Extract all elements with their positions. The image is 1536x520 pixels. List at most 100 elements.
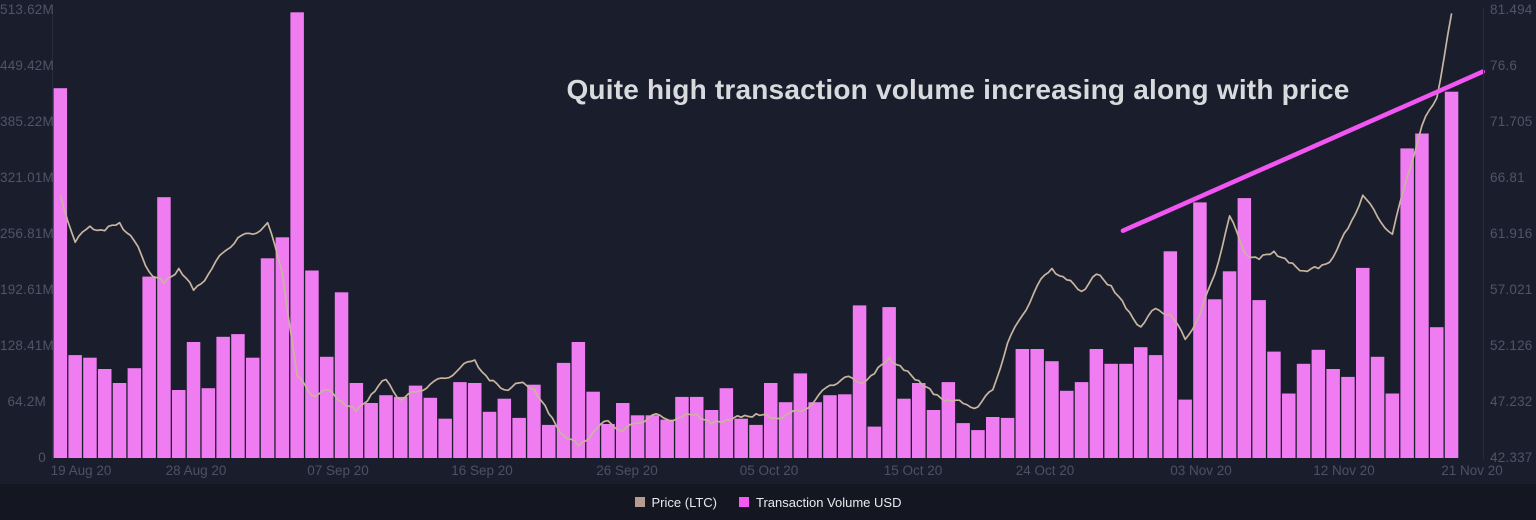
volume-bar[interactable] bbox=[867, 426, 882, 458]
volume-bar[interactable] bbox=[926, 410, 941, 458]
volume-bar[interactable] bbox=[630, 415, 645, 458]
volume-bar[interactable] bbox=[601, 424, 615, 458]
volume-bar[interactable] bbox=[157, 197, 171, 458]
volume-bar[interactable] bbox=[1311, 349, 1326, 458]
volume-bar[interactable] bbox=[1400, 148, 1414, 458]
volume-bar[interactable] bbox=[823, 395, 837, 458]
volume-bar[interactable] bbox=[379, 395, 393, 458]
volume-bar[interactable] bbox=[1415, 133, 1429, 459]
volume-bar[interactable] bbox=[1237, 198, 1252, 458]
volume-bar[interactable] bbox=[956, 423, 970, 458]
volume-bar[interactable] bbox=[497, 398, 512, 458]
volume-bar[interactable] bbox=[852, 305, 867, 458]
volume-bar[interactable] bbox=[986, 417, 1000, 458]
volume-bar[interactable] bbox=[971, 430, 985, 458]
volume-bar[interactable] bbox=[556, 362, 571, 458]
volume-bar[interactable] bbox=[423, 397, 438, 458]
volume-bar[interactable] bbox=[364, 403, 378, 458]
volume-bar[interactable] bbox=[1163, 251, 1178, 458]
volume-bar[interactable] bbox=[719, 388, 734, 458]
volume-bar[interactable] bbox=[1326, 369, 1340, 458]
volume-bar[interactable] bbox=[53, 88, 68, 458]
volume-bar[interactable] bbox=[349, 383, 364, 458]
volume-bar[interactable] bbox=[704, 410, 719, 458]
volume-bar[interactable] bbox=[542, 424, 556, 458]
volume-bar[interactable] bbox=[216, 336, 230, 458]
volume-bar[interactable] bbox=[172, 390, 186, 458]
volume-bar[interactable] bbox=[1267, 351, 1281, 458]
volume-bar[interactable] bbox=[246, 357, 260, 458]
volume-bar[interactable] bbox=[127, 368, 142, 458]
volume-bar[interactable] bbox=[1252, 300, 1266, 458]
volume-bar[interactable] bbox=[1178, 399, 1192, 458]
volume-bar[interactable] bbox=[1074, 382, 1089, 458]
volume-bar[interactable] bbox=[764, 383, 778, 458]
volume-bar[interactable] bbox=[734, 418, 748, 458]
volume-bar[interactable] bbox=[1148, 355, 1163, 458]
volume-bar[interactable] bbox=[778, 402, 793, 458]
volume-bar[interactable] bbox=[793, 373, 808, 458]
volume-bar[interactable] bbox=[1104, 363, 1118, 458]
volume-bar[interactable] bbox=[305, 270, 319, 459]
volume-bar[interactable] bbox=[231, 334, 245, 458]
volume-bar[interactable] bbox=[1015, 349, 1030, 458]
volume-bar[interactable] bbox=[408, 385, 423, 458]
volume-bar[interactable] bbox=[1030, 349, 1044, 458]
volume-bar[interactable] bbox=[453, 382, 467, 458]
volume-bar[interactable] bbox=[571, 342, 586, 458]
volume-bar[interactable] bbox=[586, 391, 600, 458]
volume-bar[interactable] bbox=[290, 12, 304, 459]
volume-bar[interactable] bbox=[320, 356, 334, 458]
volume-bar[interactable] bbox=[941, 382, 956, 458]
volume-bar[interactable] bbox=[438, 418, 452, 458]
volume-bar[interactable] bbox=[1296, 363, 1311, 458]
volume-bar[interactable] bbox=[260, 258, 275, 458]
volume-bar[interactable] bbox=[98, 369, 112, 458]
volume-bar[interactable] bbox=[527, 384, 541, 458]
volume-bar[interactable] bbox=[1134, 347, 1148, 458]
legend-item-price[interactable]: Price (LTC) bbox=[634, 495, 717, 510]
volume-bar[interactable] bbox=[1119, 363, 1133, 458]
volume-bar[interactable] bbox=[690, 396, 704, 458]
volume-bar[interactable] bbox=[186, 342, 201, 458]
volume-bar[interactable] bbox=[675, 396, 689, 458]
volume-bar[interactable] bbox=[912, 383, 926, 458]
volume-bar[interactable] bbox=[1193, 202, 1207, 458]
volume-bar[interactable] bbox=[112, 383, 127, 458]
volume-bar[interactable] bbox=[897, 398, 911, 458]
volume-bar[interactable] bbox=[1430, 327, 1444, 458]
volume-bar[interactable] bbox=[1045, 361, 1059, 458]
volume-axis-tick: 256.81M bbox=[0, 226, 54, 241]
volume-bar[interactable] bbox=[334, 292, 349, 458]
volume-bar[interactable] bbox=[1341, 376, 1355, 458]
volume-bar[interactable] bbox=[512, 417, 526, 458]
volume-bar[interactable] bbox=[1282, 393, 1296, 459]
volume-bar[interactable] bbox=[1356, 267, 1370, 458]
volume-bar[interactable] bbox=[645, 415, 660, 458]
volume-bar[interactable] bbox=[83, 357, 97, 458]
volume-bar[interactable] bbox=[749, 424, 763, 458]
volume-bar[interactable] bbox=[838, 394, 852, 458]
price-axis-tick: 71.705 bbox=[1490, 114, 1533, 129]
volume-bar[interactable] bbox=[201, 388, 216, 458]
volume-bar[interactable] bbox=[1222, 271, 1237, 458]
volume-bar[interactable] bbox=[1385, 393, 1400, 459]
volume-bar[interactable] bbox=[660, 419, 674, 458]
legend-item-volume[interactable]: Transaction Volume USD bbox=[739, 495, 901, 510]
volume-bar[interactable] bbox=[1444, 91, 1459, 458]
legend-label-volume: Transaction Volume USD bbox=[756, 494, 902, 510]
price-axis-tick: 76.6 bbox=[1490, 58, 1518, 73]
volume-bar[interactable] bbox=[68, 355, 82, 458]
volume-bar[interactable] bbox=[1089, 349, 1104, 458]
volume-bar[interactable] bbox=[1208, 299, 1222, 458]
volume-bar[interactable] bbox=[1060, 390, 1074, 458]
volume-bar[interactable] bbox=[808, 402, 822, 458]
volume-bar[interactable] bbox=[142, 276, 156, 458]
volume-bar[interactable] bbox=[468, 383, 482, 458]
plot-borders bbox=[52, 8, 1484, 460]
volume-bar[interactable] bbox=[1370, 356, 1385, 458]
volume-bar[interactable] bbox=[882, 307, 896, 458]
volume-bar[interactable] bbox=[394, 396, 408, 458]
volume-bar[interactable] bbox=[482, 411, 497, 458]
volume-bar[interactable] bbox=[1000, 417, 1015, 458]
